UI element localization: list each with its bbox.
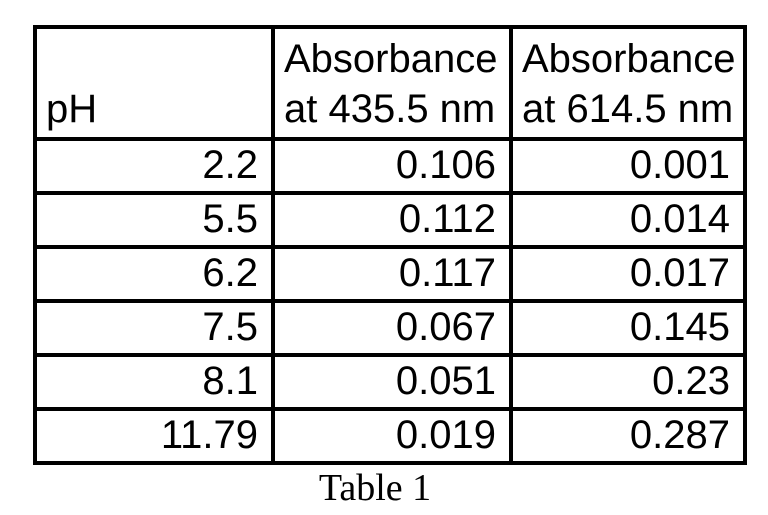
- table-row: 7.5 0.067 0.145: [33, 299, 747, 357]
- absorbance-435-value: 0.106: [271, 137, 513, 195]
- header-614-line1: Absorbance: [522, 37, 736, 81]
- absorbance-435-value: 0.019: [271, 407, 513, 465]
- ph-value: 7.5: [33, 299, 275, 357]
- column-header-absorbance-435: Absorbance at 435.5 nm: [271, 25, 513, 141]
- absorbance-435-value: 0.112: [271, 191, 513, 249]
- table-row: 8.1 0.051 0.23: [33, 353, 747, 411]
- absorbance-614-value: 0.001: [509, 137, 747, 195]
- absorbance-table: pH Absorbance at 435.5 nm Absorbance at …: [33, 25, 747, 465]
- header-435-line1: Absorbance: [284, 37, 498, 81]
- table-row: 6.2 0.117 0.017: [33, 245, 747, 303]
- table-row: 2.2 0.106 0.001: [33, 137, 747, 195]
- absorbance-614-value: 0.23: [509, 353, 747, 411]
- absorbance-614-value: 0.145: [509, 299, 747, 357]
- table-row: 11.79 0.019 0.287: [33, 407, 747, 465]
- ph-value: 8.1: [33, 353, 275, 411]
- ph-value: 5.5: [33, 191, 275, 249]
- table-caption: Table 1: [318, 467, 432, 509]
- absorbance-614-value: 0.287: [509, 407, 747, 465]
- ph-value: 6.2: [33, 245, 275, 303]
- absorbance-435-value: 0.117: [271, 245, 513, 303]
- ph-value: 11.79: [33, 407, 275, 465]
- absorbance-435-value: 0.067: [271, 299, 513, 357]
- absorbance-614-value: 0.017: [509, 245, 747, 303]
- header-row: pH Absorbance at 435.5 nm Absorbance at …: [33, 25, 747, 141]
- absorbance-614-value: 0.014: [509, 191, 747, 249]
- ph-value: 2.2: [33, 137, 275, 195]
- header-614-line2: at 614.5 nm: [522, 87, 734, 131]
- column-header-ph: pH: [33, 25, 275, 141]
- table-row: 5.5 0.112 0.014: [33, 191, 747, 249]
- absorbance-435-value: 0.051: [271, 353, 513, 411]
- header-ph-line2: pH: [46, 87, 98, 131]
- column-header-absorbance-614: Absorbance at 614.5 nm: [509, 25, 747, 141]
- header-435-line2: at 435.5 nm: [284, 87, 496, 131]
